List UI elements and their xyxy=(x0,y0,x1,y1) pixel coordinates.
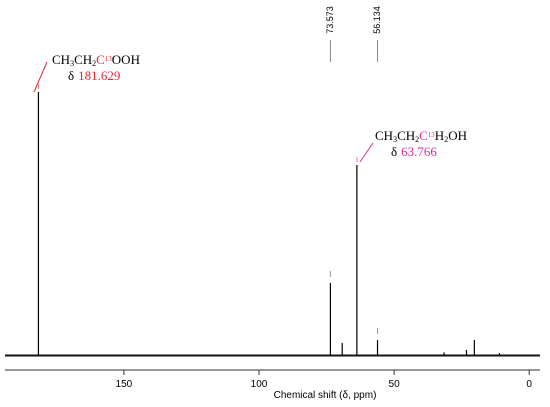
formula-part: CH xyxy=(375,128,393,143)
shift-value: 181.629 xyxy=(78,68,120,83)
formula-part: 13 xyxy=(428,131,436,139)
x-tick-label: 150 xyxy=(116,379,133,390)
shift-value: 63.766 xyxy=(401,144,437,159)
formula-part: CH xyxy=(397,128,415,143)
formula-part: 2 xyxy=(444,135,448,144)
formula-part: CH xyxy=(74,52,92,67)
formula-part: H xyxy=(435,128,444,143)
delta-symbol: δ xyxy=(391,144,397,159)
formula-part: OOH xyxy=(112,52,140,67)
formula: CH3CH2C13H2OH xyxy=(375,128,467,144)
formula-part: 3 xyxy=(70,59,74,68)
peak-label: 73.573 xyxy=(325,6,335,34)
shift: δ 63.766 xyxy=(391,144,437,159)
x-tick-label: 0 xyxy=(526,379,532,390)
peak-label: 56.134 xyxy=(372,6,382,34)
x-axis-label: Chemical shift (δ, ppm) xyxy=(274,390,377,401)
formula-part: 3 xyxy=(393,135,397,144)
formula: CH3CH2C13OOH xyxy=(52,52,140,68)
formula-part: 13 xyxy=(105,55,113,63)
formula-part: C xyxy=(419,128,428,143)
annotation-leader xyxy=(33,61,48,93)
formula-part: OH xyxy=(448,128,467,143)
formula-part: 2 xyxy=(92,59,96,68)
delta-symbol: δ xyxy=(68,68,74,83)
formula-part: 2 xyxy=(415,135,419,144)
x-tick-label: 100 xyxy=(251,379,268,390)
annotation-leader xyxy=(359,142,374,163)
formula-part: C xyxy=(96,52,105,67)
x-tick-label: 50 xyxy=(389,379,401,390)
shift: δ 181.629 xyxy=(68,68,120,83)
formula-part: CH xyxy=(52,52,70,67)
